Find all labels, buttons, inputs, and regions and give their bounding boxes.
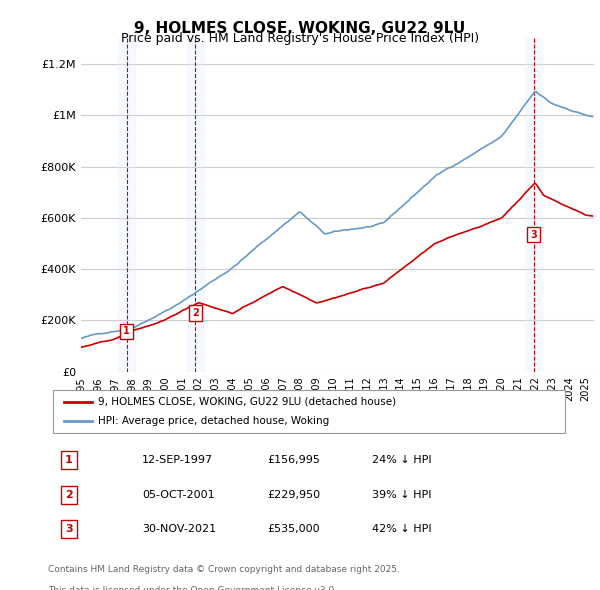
Text: 1: 1 <box>123 326 130 336</box>
Text: 9, HOLMES CLOSE, WOKING, GU22 9LU (detached house): 9, HOLMES CLOSE, WOKING, GU22 9LU (detac… <box>98 397 396 407</box>
Text: 39% ↓ HPI: 39% ↓ HPI <box>371 490 431 500</box>
Text: 2: 2 <box>192 308 199 318</box>
Text: Contains HM Land Registry data © Crown copyright and database right 2025.: Contains HM Land Registry data © Crown c… <box>48 565 400 574</box>
Bar <box>118 38 135 372</box>
Text: 3: 3 <box>530 230 537 240</box>
Text: £229,950: £229,950 <box>267 490 320 500</box>
Text: 05-OCT-2001: 05-OCT-2001 <box>142 490 215 500</box>
Text: Price paid vs. HM Land Registry's House Price Index (HPI): Price paid vs. HM Land Registry's House … <box>121 32 479 45</box>
Text: 42% ↓ HPI: 42% ↓ HPI <box>371 525 431 535</box>
Text: 24% ↓ HPI: 24% ↓ HPI <box>371 455 431 466</box>
Bar <box>526 38 542 372</box>
FancyBboxPatch shape <box>53 391 565 433</box>
Text: £535,000: £535,000 <box>267 525 320 535</box>
Text: £156,995: £156,995 <box>267 455 320 466</box>
Text: HPI: Average price, detached house, Woking: HPI: Average price, detached house, Woki… <box>98 417 329 426</box>
Text: 1: 1 <box>65 455 73 466</box>
Bar <box>187 38 203 372</box>
Text: 30-NOV-2021: 30-NOV-2021 <box>142 525 216 535</box>
Text: 2: 2 <box>65 490 73 500</box>
Text: 9, HOLMES CLOSE, WOKING, GU22 9LU: 9, HOLMES CLOSE, WOKING, GU22 9LU <box>134 21 466 35</box>
Text: 12-SEP-1997: 12-SEP-1997 <box>142 455 213 466</box>
Text: This data is licensed under the Open Government Licence v3.0.: This data is licensed under the Open Gov… <box>48 586 337 590</box>
Text: 3: 3 <box>65 525 73 535</box>
